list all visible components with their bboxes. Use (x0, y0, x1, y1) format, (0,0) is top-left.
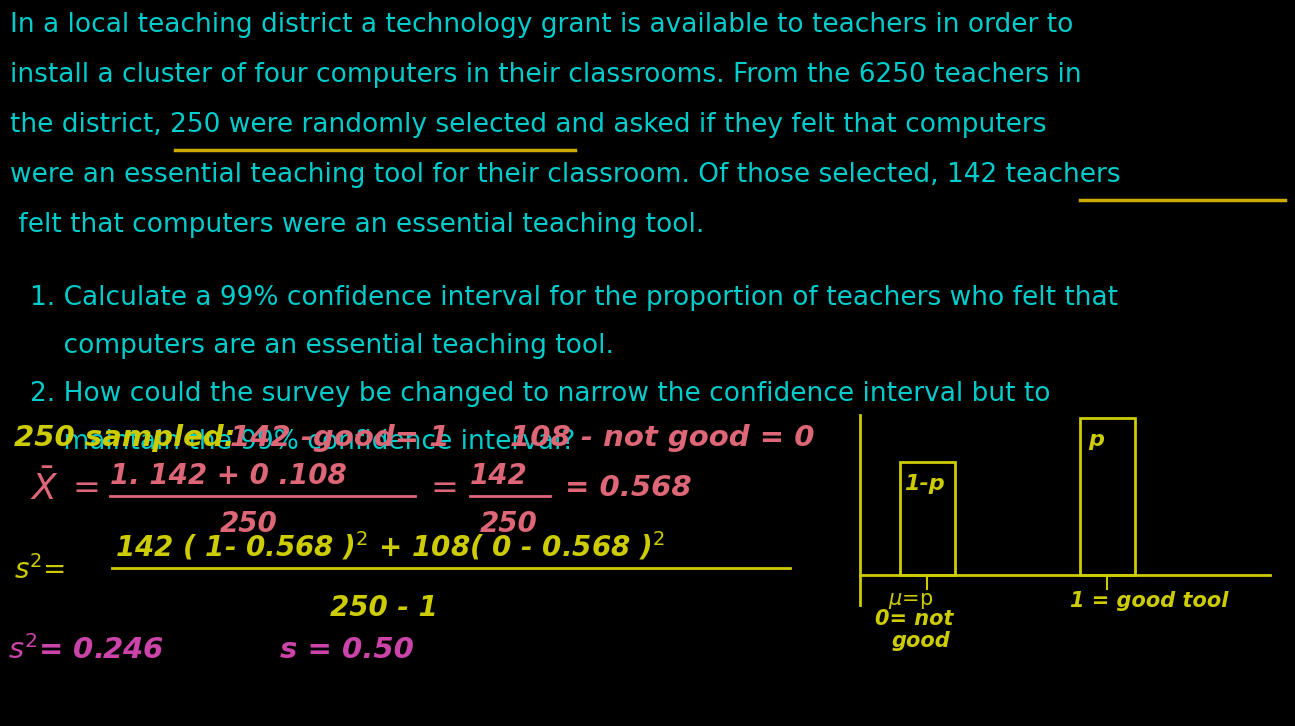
Text: $s^2$= 0.246: $s^2$= 0.246 (8, 635, 164, 665)
Text: 250: 250 (480, 510, 537, 538)
Text: =: = (430, 471, 458, 505)
Text: 250: 250 (220, 510, 277, 538)
Text: $\mu$=p: $\mu$=p (888, 591, 934, 611)
Text: felt that computers were an essential teaching tool.: felt that computers were an essential te… (10, 212, 704, 238)
Bar (1080, 418, 1134, 575)
Text: 1 = good tool: 1 = good tool (1070, 591, 1229, 611)
Bar (900, 462, 954, 575)
Text: 250 sampled:: 250 sampled: (14, 424, 236, 452)
Text: 2. How could the survey be changed to narrow the confidence interval but to: 2. How could the survey be changed to na… (30, 381, 1050, 407)
Text: In a local teaching district a technology grant is available to teachers in orde: In a local teaching district a technolog… (10, 12, 1074, 38)
Text: 0= not: 0= not (875, 609, 953, 629)
Text: computers are an essential teaching tool.: computers are an essential teaching tool… (30, 333, 614, 359)
Text: 250 - 1: 250 - 1 (330, 594, 438, 622)
Text: were an essential teaching tool for their classroom. Of those selected, 142 teac: were an essential teaching tool for thei… (10, 162, 1120, 188)
Text: maintain the 99% confidence interval?: maintain the 99% confidence interval? (30, 429, 575, 455)
Text: s = 0.50: s = 0.50 (280, 636, 414, 664)
Text: = 0.568: = 0.568 (565, 474, 692, 502)
Text: $\bar{X}$: $\bar{X}$ (30, 470, 60, 507)
Text: install a cluster of four computers in their classrooms. From the 6250 teachers : install a cluster of four computers in t… (10, 62, 1081, 88)
Text: =: = (73, 471, 101, 505)
Text: 142 ( 1- 0.568 )$^2$ + 108( 0 - 0.568 )$^2$: 142 ( 1- 0.568 )$^2$ + 108( 0 - 0.568 )$… (115, 530, 664, 563)
Text: 142: 142 (470, 462, 528, 490)
Text: good: good (892, 631, 951, 651)
Text: the district, 250 were randomly selected and asked if they felt that computers: the district, 250 were randomly selected… (10, 112, 1046, 138)
Text: 1-p: 1-p (904, 474, 944, 494)
Text: 1. Calculate a 99% confidence interval for the proportion of teachers who felt t: 1. Calculate a 99% confidence interval f… (30, 285, 1118, 311)
Text: 142 -good= 1: 142 -good= 1 (231, 424, 449, 452)
Text: 1. 142 + 0 .108: 1. 142 + 0 .108 (110, 462, 347, 490)
Text: $s^2$=: $s^2$= (14, 555, 65, 585)
Text: p: p (1088, 430, 1103, 450)
Text: 108 - not good = 0: 108 - not good = 0 (510, 424, 815, 452)
